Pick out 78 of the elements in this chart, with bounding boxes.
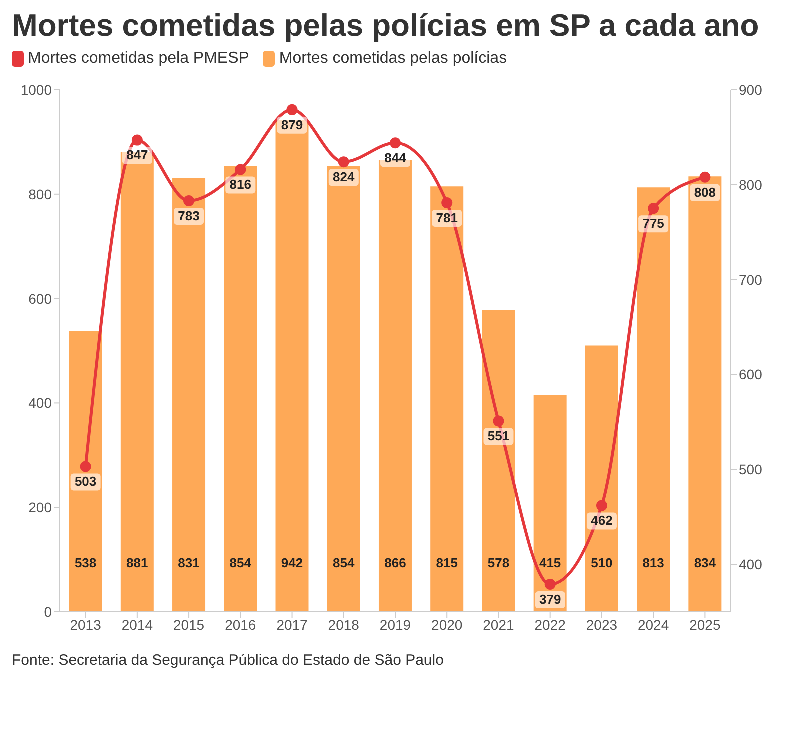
- bar: [534, 395, 567, 612]
- data-label: 824: [333, 170, 356, 185]
- data-label: 942: [281, 555, 304, 570]
- y-tick-label: 1000: [20, 82, 52, 98]
- x-tick-label: 2017: [276, 616, 308, 633]
- legend-label: Mortes cometidas pelas polícias: [278, 50, 508, 68]
- data-label: 379: [539, 592, 562, 607]
- x-tick-label: 2022: [534, 616, 566, 633]
- x-tick-label: 2024: [638, 616, 670, 633]
- x-tick-label: 2025: [690, 616, 721, 633]
- point: [700, 172, 711, 183]
- data-label: 781: [436, 210, 458, 226]
- point: [648, 203, 660, 214]
- bar: [430, 186, 464, 612]
- bar: [224, 166, 258, 612]
- y-tick-label: 400: [28, 395, 52, 412]
- bar: [585, 346, 618, 612]
- data-label: 844: [384, 150, 408, 166]
- data-label: 831: [178, 555, 200, 570]
- y-tick-label: 600: [28, 290, 52, 307]
- bar: [327, 166, 360, 612]
- y2-tick-label: 800: [739, 176, 763, 193]
- point: [338, 156, 350, 168]
- point: [442, 197, 453, 208]
- source-note: Fonte: Secretaria da Segurança Pública do Estado de São Paulo: [12, 652, 445, 669]
- x-tick-label: 2013: [70, 616, 102, 633]
- y2-tick-label: 700: [739, 272, 763, 288]
- y2-tick-label: 500: [739, 462, 763, 478]
- x-tick-label: 2014: [122, 616, 154, 633]
- data-label: 854: [230, 555, 252, 570]
- data-label: 847: [126, 148, 148, 163]
- y2-tick-label: 900: [739, 82, 763, 98]
- x-tick-label: 2023: [586, 616, 618, 633]
- data-label: 503: [74, 474, 97, 490]
- bar: [69, 331, 102, 612]
- bar: [172, 178, 206, 612]
- legend-label: Mortes cometidas pela PMESP: [27, 50, 250, 68]
- x-tick-label: 2015: [173, 616, 205, 633]
- data-label: 462: [591, 513, 613, 528]
- point: [544, 578, 556, 590]
- point: [235, 164, 246, 176]
- data-label: 881: [126, 555, 148, 570]
- data-label: 854: [333, 555, 356, 570]
- data-label: 813: [642, 555, 664, 570]
- chart-title: Mortes cometidas pelas polícias em SP a cada ano: [12, 8, 760, 44]
- point: [390, 138, 401, 149]
- point: [286, 104, 298, 116]
- y2-tick-label: 400: [739, 556, 763, 573]
- point: [80, 461, 92, 472]
- y2-tick-label: 600: [739, 366, 763, 383]
- data-label: 834: [694, 555, 717, 570]
- data-label: 808: [694, 184, 716, 200]
- data-label: 551: [488, 428, 510, 444]
- data-label: 538: [74, 555, 97, 570]
- point: [493, 416, 504, 427]
- data-label: 879: [281, 117, 304, 132]
- y-tick-label: 0: [44, 604, 52, 620]
- data-label: 775: [642, 216, 664, 232]
- data-label: 415: [539, 555, 562, 570]
- data-label: 816: [230, 177, 252, 192]
- data-label: 510: [591, 555, 613, 570]
- x-tick-label: 2016: [225, 616, 256, 633]
- data-label: 866: [384, 555, 406, 570]
- bar: [637, 188, 670, 612]
- point: [132, 134, 143, 146]
- y-tick-label: 800: [28, 186, 52, 202]
- data-label: 815: [436, 555, 458, 570]
- x-tick-label: 2021: [483, 616, 515, 633]
- point: [184, 196, 195, 207]
- x-tick-label: 2020: [432, 616, 463, 633]
- x-tick-label: 2018: [328, 616, 360, 633]
- data-label: 578: [488, 555, 510, 570]
- bar: [482, 310, 516, 612]
- x-tick-label: 2019: [380, 616, 412, 633]
- point: [596, 500, 608, 512]
- data-label: 783: [178, 208, 200, 224]
- bar: [688, 176, 722, 612]
- y-tick-label: 200: [28, 500, 52, 516]
